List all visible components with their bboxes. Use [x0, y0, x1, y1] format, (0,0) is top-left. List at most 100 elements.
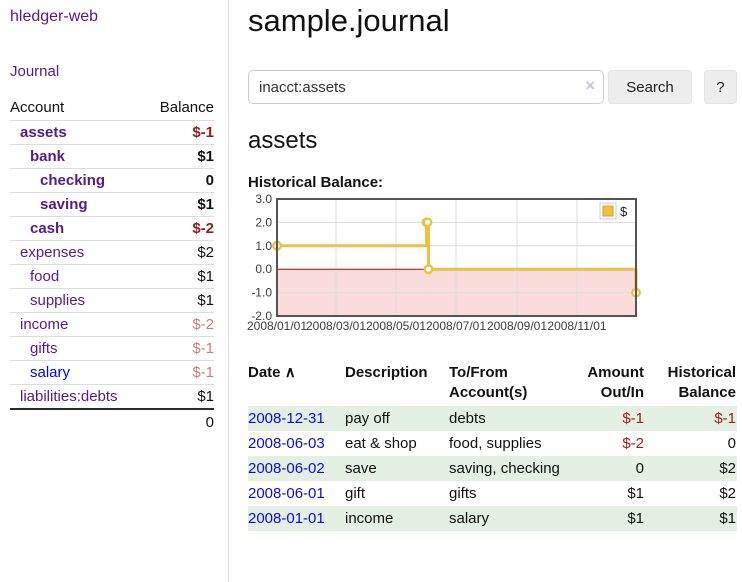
accounts-total-value: 0 — [10, 408, 214, 435]
transaction-row: 2008-06-02 save saving, checking 0 $2 — [248, 456, 737, 481]
transaction-balance: $2 — [719, 485, 736, 502]
register-header-account: To/From Account(s) — [449, 364, 528, 401]
account-balance: $-2 — [145, 216, 214, 241]
transaction-date-link[interactable]: 2008-01-01 — [248, 510, 325, 527]
account-balance: $1 — [145, 144, 214, 169]
accounts-table: Account Balance assets $-1 bank $1 checking 0… — [10, 97, 214, 435]
transaction-amount: $-2 — [622, 435, 644, 452]
accounts-header-account: Account — [10, 97, 146, 121]
account-link[interactable]: checking — [40, 172, 106, 189]
account-row: gifts $-1 — [10, 336, 214, 361]
transaction-description: eat & shop — [345, 435, 417, 452]
transaction-amount: $1 — [627, 485, 644, 502]
svg-text:3.0: 3.0 — [255, 192, 272, 206]
transaction-date-link[interactable]: 2008-06-01 — [248, 485, 325, 502]
account-row: assets $-1 — [10, 120, 214, 145]
accounts-total-row: 0 — [10, 408, 214, 435]
sidebar: hledger-web Journal Account Balance asse… — [0, 0, 229, 582]
svg-text:2008/09/01: 2008/09/01 — [487, 319, 547, 333]
account-link[interactable]: expenses — [20, 244, 85, 261]
balance-chart-canvas: $3.0 2.0 1.0 0.0 -1.0 -2.02008/01/012008/03/0… — [247, 192, 642, 333]
transaction-description: income — [345, 510, 394, 527]
account-link[interactable]: food — [30, 268, 60, 285]
register-header-row: Date ∧ Description To/From Account(s) Am… — [248, 360, 737, 406]
account-balance: $-1 — [145, 120, 214, 145]
account-heading: assets — [248, 127, 318, 154]
app-title-link[interactable]: hledger-web — [10, 8, 99, 25]
account-balance: $1 — [145, 264, 214, 289]
account-link[interactable]: supplies — [30, 292, 86, 309]
account-row: cash $-2 — [10, 216, 214, 241]
search-form: × Search ? — [248, 70, 737, 104]
svg-text:2008/07/01: 2008/07/01 — [426, 319, 486, 333]
transaction-accounts: food, supplies — [449, 435, 542, 452]
transaction-balance: $1 — [719, 510, 736, 527]
svg-text:-2.0: -2.0 — [251, 309, 272, 323]
account-link[interactable]: bank — [30, 148, 66, 165]
transaction-description: pay off — [345, 410, 390, 427]
accounts-header-row: Account Balance — [10, 97, 214, 121]
page-title: sample.journal — [248, 3, 450, 38]
transaction-balance: $2 — [719, 460, 736, 477]
transaction-balance: 0 — [727, 435, 736, 452]
account-row: supplies $1 — [10, 288, 214, 313]
account-row: food $1 — [10, 264, 214, 289]
account-link[interactable]: salary — [30, 364, 71, 381]
transaction-description: save — [345, 460, 377, 477]
account-link[interactable]: income — [20, 316, 69, 333]
account-balance: $1 — [145, 288, 214, 313]
account-row: expenses $2 — [10, 240, 214, 265]
transaction-accounts: gifts — [449, 485, 477, 502]
accounts-header-balance: Balance — [145, 97, 214, 121]
svg-text:2008/01/01: 2008/01/01 — [247, 319, 307, 333]
app-title: hledger-web — [10, 8, 214, 26]
sidebar-item-journal[interactable]: Journal — [10, 63, 60, 80]
transaction-accounts: salary — [449, 510, 490, 527]
chart-title: Historical Balance: — [248, 174, 384, 191]
register-header-balance: Historical Balance — [667, 364, 736, 401]
transaction-description: gift — [345, 485, 366, 502]
transaction-row: 2008-06-03 eat & shop food, supplies $-2 0 — [248, 431, 737, 456]
account-balance: $1 — [145, 192, 214, 217]
account-row: bank $1 — [10, 144, 214, 169]
help-button[interactable]: ? — [703, 70, 737, 104]
svg-text:1.0: 1.0 — [255, 239, 272, 253]
svg-text:$: $ — [620, 204, 628, 219]
svg-text:2008/11/01: 2008/11/01 — [547, 319, 606, 333]
sidebar-nav: Journal — [10, 63, 214, 80]
account-row: saving $1 — [10, 192, 214, 217]
svg-text:2008/03/01: 2008/03/01 — [306, 319, 366, 333]
account-link[interactable]: cash — [30, 220, 65, 237]
transaction-balance: $-1 — [714, 410, 736, 427]
account-balance: $1 — [145, 384, 214, 410]
account-link[interactable]: liabilities:debts — [20, 388, 118, 405]
account-link[interactable]: saving — [40, 196, 88, 213]
register-header-amount: Amount Out/In — [587, 364, 644, 401]
register-table: Date ∧ Description To/From Account(s) Am… — [248, 360, 737, 531]
search-input-wrap: × — [248, 70, 605, 104]
search-input[interactable] — [248, 70, 605, 104]
svg-text:0.0: 0.0 — [255, 262, 272, 276]
sort-asc-icon: ∧ — [284, 364, 296, 381]
account-balance: $-2 — [145, 312, 214, 337]
register-header-description: Description — [345, 364, 428, 381]
transaction-date-link[interactable]: 2008-12-31 — [248, 410, 325, 427]
account-row: income $-2 — [10, 312, 214, 337]
transaction-accounts: debts — [449, 410, 486, 427]
account-balance: $-1 — [145, 360, 214, 385]
main-content: sample.journal × Search ? assets Histori… — [247, 0, 737, 531]
transaction-date-link[interactable]: 2008-06-03 — [248, 435, 325, 452]
transaction-row: 2008-12-31 pay off debts $-1 $-1 — [248, 406, 737, 431]
balance-chart: $3.0 2.0 1.0 0.0 -1.0 -2.0 2008/01/01 2008/03/0… — [247, 192, 737, 344]
account-link[interactable]: assets — [20, 124, 67, 141]
transaction-row: 2008-01-01 income salary $1 $1 — [248, 506, 737, 531]
transaction-date-link[interactable]: 2008-06-02 — [248, 460, 325, 477]
account-balance: $-1 — [145, 336, 214, 361]
account-row: checking 0 — [10, 168, 214, 193]
search-button[interactable]: Search — [608, 70, 692, 104]
clear-search-icon[interactable]: × — [585, 76, 596, 95]
account-row: liabilities:debts $1 — [10, 384, 214, 410]
account-link[interactable]: gifts — [30, 340, 58, 357]
transaction-amount: $-1 — [622, 410, 644, 427]
account-balance: $2 — [145, 240, 214, 265]
